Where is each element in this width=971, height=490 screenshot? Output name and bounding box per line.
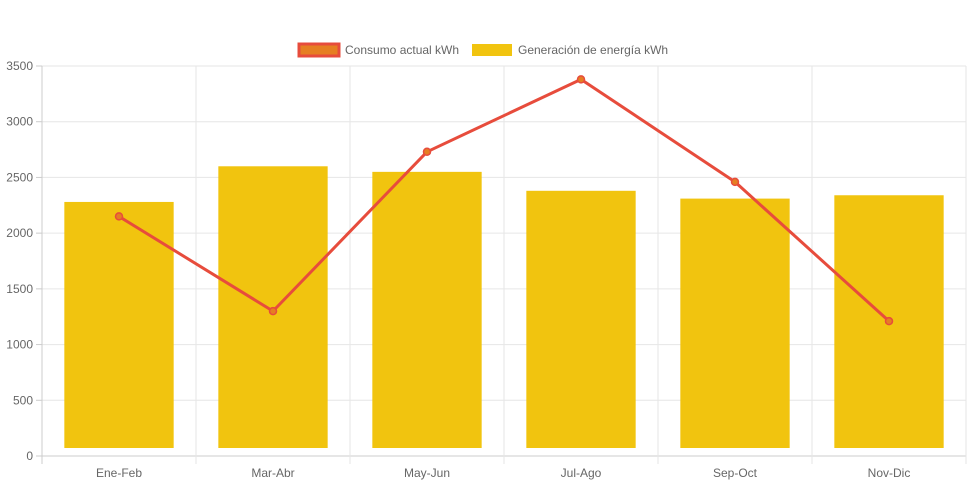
x-tick-label: Nov-Dic: [868, 466, 911, 480]
line-series: [114, 75, 894, 326]
legend-item-generacion[interactable]: Generación de energía kWh: [472, 43, 668, 57]
bar-generacion[interactable]: [64, 201, 174, 448]
bar-generacion[interactable]: [526, 190, 636, 449]
point-consumo[interactable]: [422, 147, 432, 157]
point-consumo[interactable]: [268, 306, 278, 316]
x-tick-label: Sep-Oct: [713, 466, 758, 480]
y-tick-label: 1500: [6, 282, 33, 296]
y-tick-label: 2000: [6, 226, 33, 240]
x-tick-label: May-Jun: [404, 466, 450, 480]
point-consumo[interactable]: [576, 75, 586, 84]
legend-label-consumo: Consumo actual kWh: [345, 43, 459, 57]
grid: [41, 65, 967, 464]
point-consumo[interactable]: [884, 316, 894, 326]
x-tick-label: Mar-Abr: [251, 466, 294, 480]
line-consumo[interactable]: [118, 77, 891, 323]
y-tick-label: 0: [26, 449, 33, 463]
bar-generacion[interactable]: [372, 171, 482, 448]
legend-swatch-consumo: [297, 42, 341, 58]
y-tick-label: 1000: [6, 338, 33, 352]
y-tick-label: 500: [13, 393, 33, 407]
bars: [64, 166, 944, 449]
y-tick-label: 3000: [6, 115, 33, 129]
x-tick-label: Jul-Ago: [561, 466, 602, 480]
point-consumo[interactable]: [730, 177, 740, 187]
x-tick-label: Ene-Feb: [96, 466, 142, 480]
y-tick-label: 3500: [6, 59, 33, 73]
axes: 0 500 1000 1500 2000 2500 3000 3500 Ene-Feb Mar-A…: [6, 59, 910, 480]
legend-swatch-generacion: [472, 44, 512, 56]
legend-item-consumo[interactable]: Consumo actual kWh: [297, 42, 459, 58]
legend[interactable]: Consumo actual kWh Generación de energía…: [297, 42, 668, 58]
point-consumo[interactable]: [114, 212, 124, 221]
legend-label-generacion: Generación de energía kWh: [518, 43, 668, 57]
bar-generacion[interactable]: [680, 198, 790, 448]
y-tick-label: 2500: [6, 170, 33, 184]
